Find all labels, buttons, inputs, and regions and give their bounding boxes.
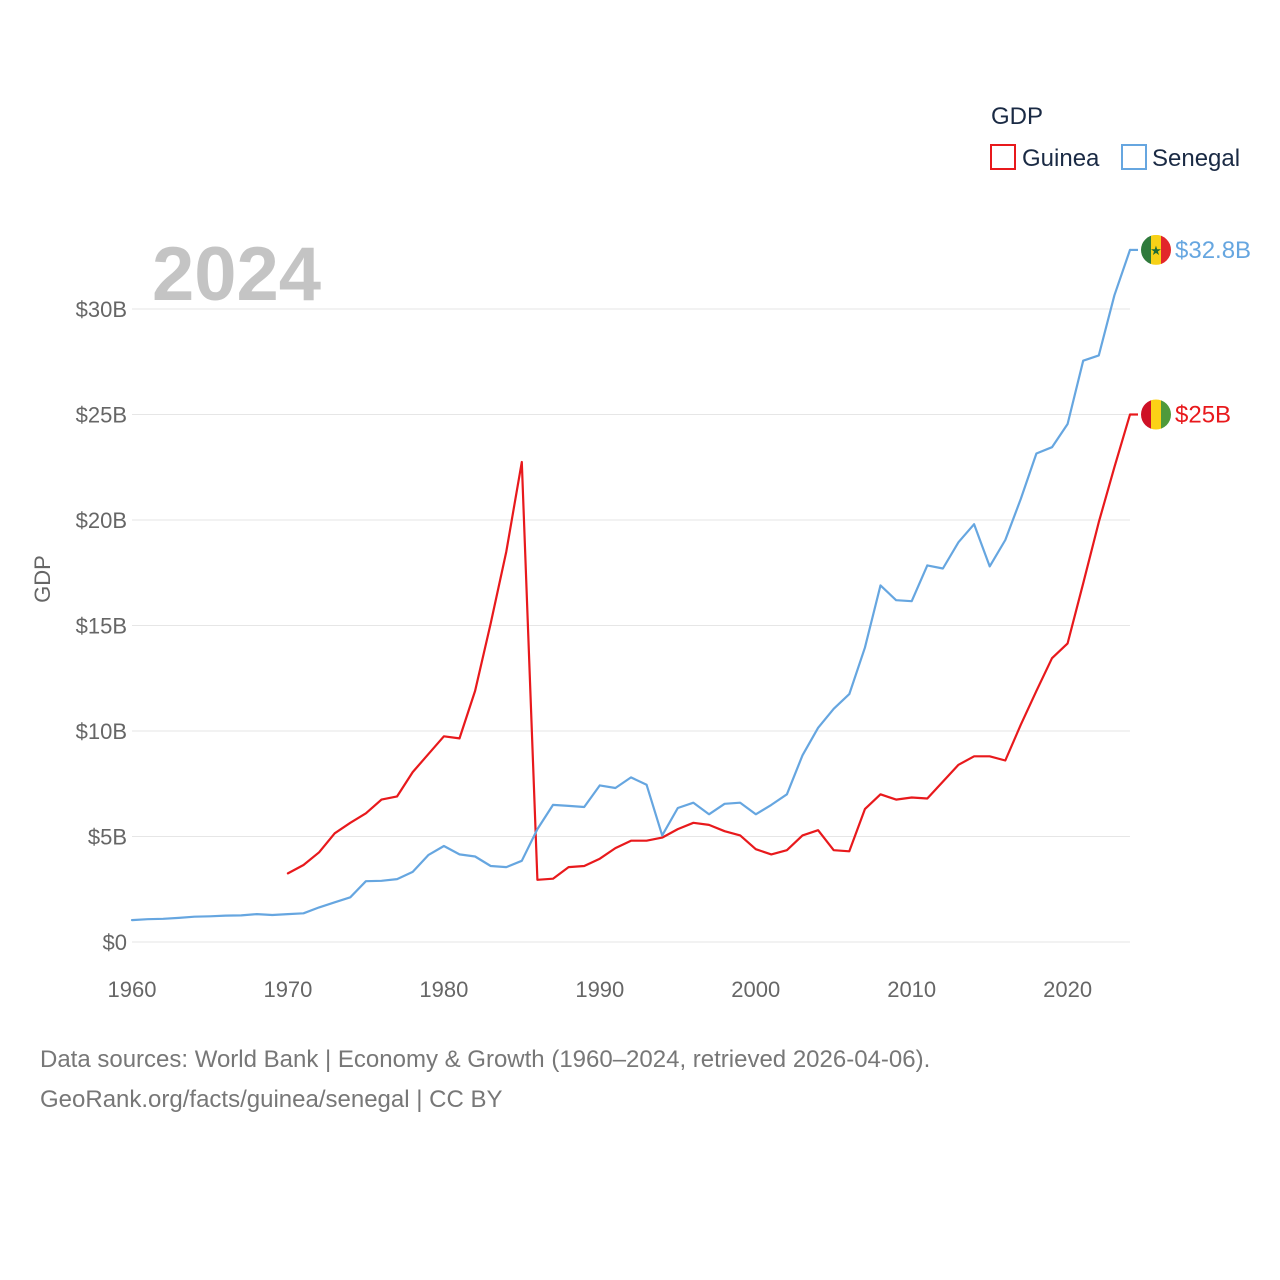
guinea-flag-icon bbox=[1141, 399, 1171, 430]
x-tick-label: 1960 bbox=[108, 977, 157, 1002]
x-tick-label: 1970 bbox=[263, 977, 312, 1002]
legend-swatch-guinea[interactable] bbox=[990, 144, 1016, 170]
series-line-guinea[interactable] bbox=[286, 413, 1132, 881]
y-axis-title: GDP bbox=[30, 555, 55, 603]
gdp-line-chart: $0$5B$10B$15B$20B$25B$30B 1960 1970 1980 19… bbox=[30, 103, 1251, 1002]
y-tick-label: $0 bbox=[103, 930, 127, 955]
senegal-flag-icon: ★ bbox=[1141, 234, 1171, 265]
y-tick-label: $15B bbox=[76, 614, 127, 639]
footer-source-line: Data sources: World Bank | Economy & Gro… bbox=[40, 1046, 931, 1073]
x-tick-label: 2020 bbox=[1043, 977, 1092, 1002]
end-value-label-guinea: $25B bbox=[1175, 402, 1231, 429]
y-axis-ticks: $0 $5B $10B $15B $20B $25B $30B bbox=[76, 297, 127, 955]
footer-license-line: GeoRank.org/facts/guinea/senegal | CC BY bbox=[40, 1086, 503, 1113]
legend: GDP Guinea Senegal bbox=[990, 103, 1240, 172]
gridlines bbox=[132, 308, 1130, 943]
x-tick-label: 1990 bbox=[575, 977, 624, 1002]
y-tick-label: $5B bbox=[88, 825, 127, 850]
x-axis-ticks: 1960 1970 1980 1990 2000 2010 2020 bbox=[108, 977, 1093, 1002]
y-tick-label: $20B bbox=[76, 508, 127, 533]
legend-label-senegal[interactable]: Senegal bbox=[1152, 145, 1240, 172]
y-tick-label: $25B bbox=[76, 403, 127, 428]
y-tick-label: $30B bbox=[76, 297, 127, 322]
x-tick-label: 2010 bbox=[887, 977, 936, 1002]
footer-source: Data sources: World Bank | Economy & Gro… bbox=[40, 1040, 1240, 1120]
series-lines bbox=[130, 248, 1132, 922]
end-value-label-senegal: $32.8B bbox=[1175, 237, 1251, 264]
x-tick-label: 2000 bbox=[731, 977, 780, 1002]
legend-title: GDP bbox=[991, 103, 1043, 130]
y-tick-label: $10B bbox=[76, 719, 127, 744]
series-line-senegal[interactable] bbox=[130, 248, 1132, 922]
current-year-label: 2024 bbox=[152, 232, 321, 317]
star-icon: ★ bbox=[1150, 244, 1162, 259]
x-tick-label: 1980 bbox=[419, 977, 468, 1002]
legend-label-guinea[interactable]: Guinea bbox=[1022, 145, 1100, 172]
legend-swatch-senegal[interactable] bbox=[1121, 144, 1147, 170]
end-markers: $25B ★ $32.8B bbox=[1130, 234, 1251, 430]
